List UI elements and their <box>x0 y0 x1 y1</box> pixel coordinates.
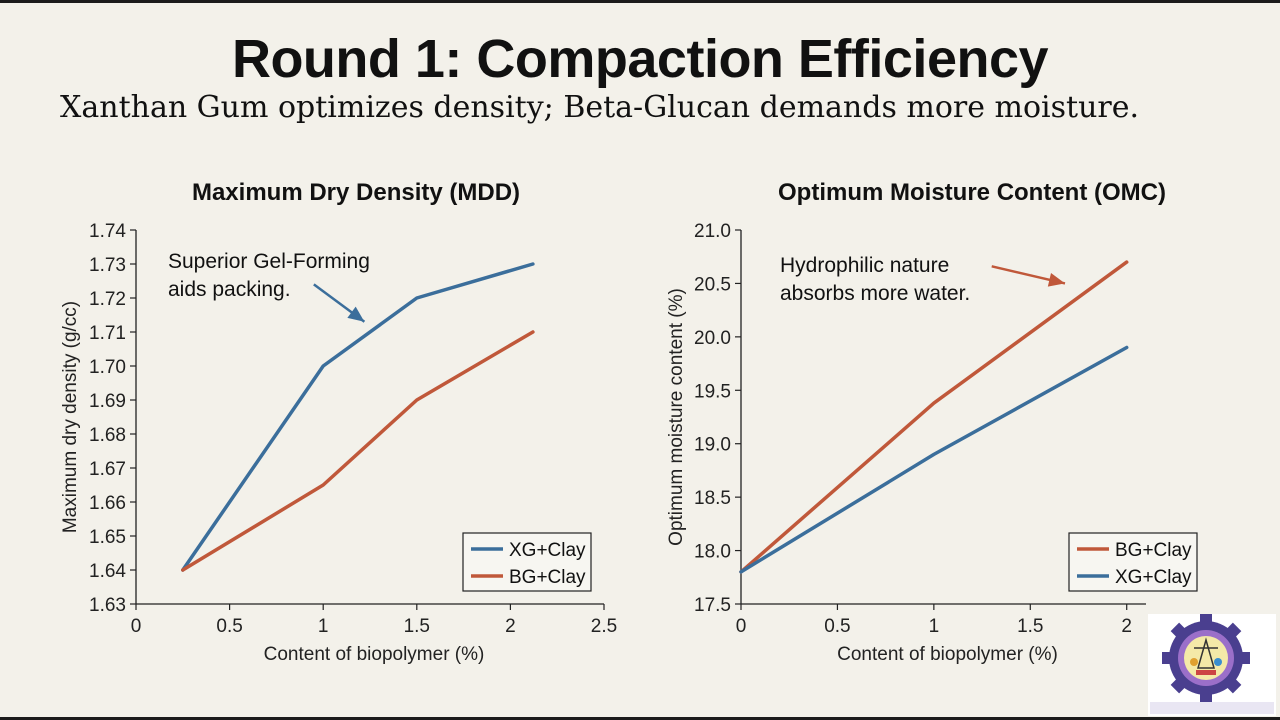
omc-y-tick-label: 18.5 <box>694 488 731 509</box>
omc-y-tick-label: 20.5 <box>694 274 731 295</box>
omc-y-tick-label: 19.0 <box>694 435 731 456</box>
mdd-x-tick-label: 2.5 <box>591 616 617 637</box>
mdd-annotation-arrow-head <box>347 306 365 322</box>
mdd-y-tick-label: 1.67 <box>89 459 126 480</box>
mdd-x-tick-label: 0.5 <box>216 616 242 637</box>
omc-y-tick-label: 21.0 <box>694 221 731 242</box>
slide-title: Round 1: Compaction Efficiency <box>231 29 1049 89</box>
mdd-series-bg-clay <box>181 330 535 572</box>
omc-annotation-line: Hydrophilic nature <box>780 254 949 277</box>
mdd-y-axis-label: Maximum dry density (g/cc) <box>60 301 81 533</box>
omc-x-tick-label: 2 <box>1121 616 1132 637</box>
mdd-annotation-line: Superior Gel-Forming <box>168 250 370 273</box>
mdd-chart-title: Maximum Dry Density (MDD) <box>192 179 520 206</box>
omc-series-bg-clay <box>739 260 1129 574</box>
mdd-x-tick-label: 2 <box>505 616 516 637</box>
omc-y-tick-label: 20.0 <box>694 328 731 349</box>
mdd-y-tick-label: 1.63 <box>89 595 126 616</box>
omc-x-tick-label: 1 <box>929 616 940 637</box>
mdd-y-tick-label: 1.64 <box>89 561 126 582</box>
mdd-x-tick-label: 1 <box>318 616 329 637</box>
omc-legend-label: XG+Clay <box>1115 567 1192 588</box>
mdd-y-tick-label: 1.71 <box>89 323 126 344</box>
mdd-legend-box <box>462 532 592 592</box>
institution-logo <box>1148 614 1276 716</box>
mdd-legend-label: BG+Clay <box>509 567 586 588</box>
omc-x-axis-label: Content of biopolymer (%) <box>837 644 1058 665</box>
omc-legend-box <box>1068 532 1198 592</box>
omc-series-xg-clay <box>739 345 1129 574</box>
omc-x-tick-label: 0 <box>736 616 747 637</box>
omc-annotation-arrow-head <box>1047 272 1065 287</box>
mdd-y-tick-label: 1.72 <box>89 289 126 310</box>
mdd-y-tick-label: 1.74 <box>89 221 126 242</box>
omc-x-tick-label: 1.5 <box>1017 616 1043 637</box>
omc-y-tick-label: 19.5 <box>694 381 731 402</box>
mdd-x-axis-label: Content of biopolymer (%) <box>264 644 485 665</box>
omc-y-tick-label: 17.5 <box>694 595 731 616</box>
omc-legend-label: BG+Clay <box>1115 540 1192 561</box>
omc-chart-title: Optimum Moisture Content (OMC) <box>778 179 1166 206</box>
mdd-y-tick-label: 1.66 <box>89 493 126 514</box>
omc-x-tick-label: 0.5 <box>824 616 850 637</box>
mdd-y-tick-label: 1.73 <box>89 255 126 276</box>
omc-annotation-line: absorbs more water. <box>780 282 970 305</box>
omc-y-axis-label: Optimum moisture content (%) <box>666 288 687 546</box>
slide-subtitle: Xanthan Gum optimizes density; Beta-Gluc… <box>60 90 1140 125</box>
mdd-annotation-line: aids packing. <box>168 278 291 301</box>
mdd-legend-label: XG+Clay <box>509 540 586 561</box>
mdd-x-tick-label: 1.5 <box>404 616 430 637</box>
mdd-y-tick-label: 1.65 <box>89 527 126 548</box>
omc-y-tick-label: 18.0 <box>694 542 731 563</box>
mdd-y-tick-label: 1.70 <box>89 357 126 378</box>
mdd-x-tick-label: 0 <box>131 616 142 637</box>
mdd-y-tick-label: 1.68 <box>89 425 126 446</box>
mdd-series-xg-clay <box>181 262 535 572</box>
mdd-y-tick-label: 1.69 <box>89 391 126 412</box>
logo-emblem <box>1150 614 1274 714</box>
